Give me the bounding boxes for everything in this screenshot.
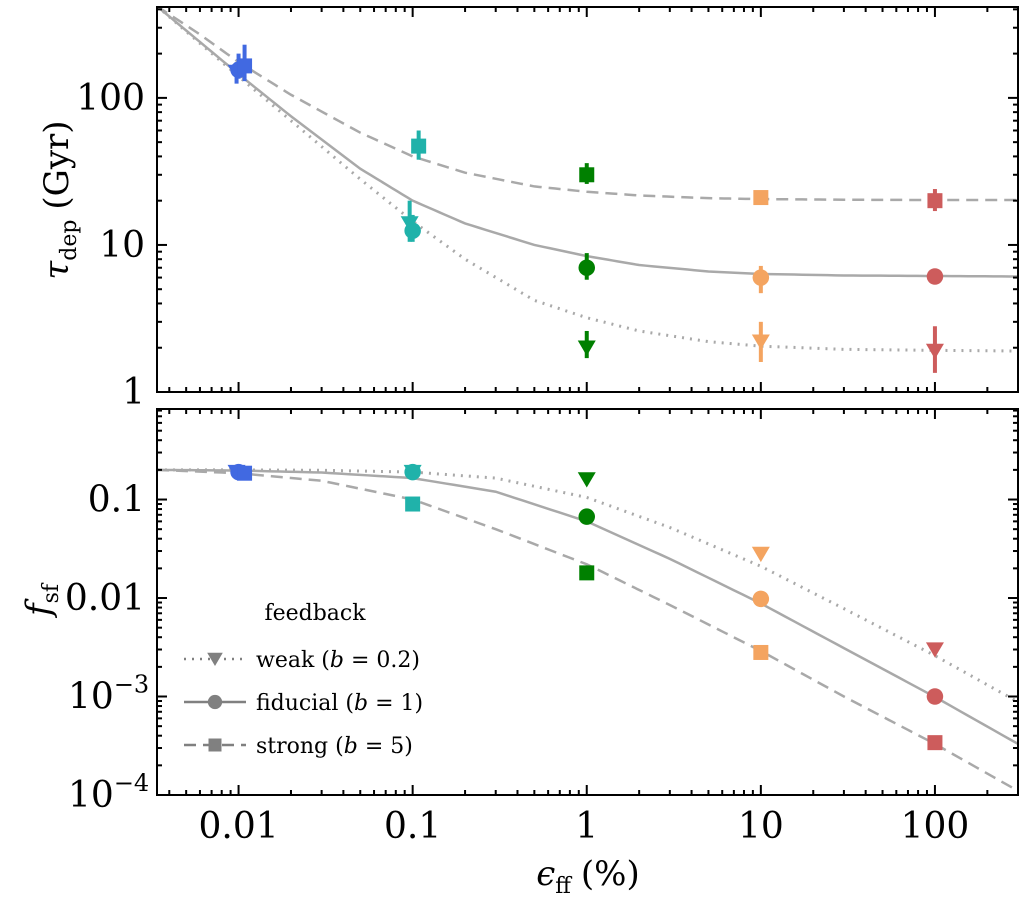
tick-exponent: −4 xyxy=(114,769,149,797)
legend-label: strong (b = 5) xyxy=(256,734,413,759)
data-point-circle xyxy=(579,508,596,525)
legend-label-var: b xyxy=(330,648,344,673)
x-tick-label: 0.1 xyxy=(384,806,441,847)
data-point-square xyxy=(579,167,594,182)
data-point-triangle-down xyxy=(752,547,770,562)
top-y-tick-labels: 1 10 100 xyxy=(76,78,145,413)
data-point-square xyxy=(411,139,426,154)
legend-label: fiducial (b = 1) xyxy=(256,691,423,716)
data-point-square xyxy=(237,58,252,73)
y-tick-label: 1 xyxy=(122,372,145,413)
y-tick-label: 10 xyxy=(99,225,145,266)
x-axis-label: ϵff(%) xyxy=(536,854,640,899)
legend-label-text: weak ( xyxy=(256,648,330,673)
bottom-panel: 0.10.0110−310−4 0.010.1110100 fsf ϵff(%)… xyxy=(19,409,1018,899)
y-tick-label: 10−4 xyxy=(68,769,149,816)
legend-label-text: strong ( xyxy=(256,734,344,759)
top-data-points xyxy=(228,45,944,373)
tick-base: 10 xyxy=(68,677,114,718)
data-point-triangle-down xyxy=(926,344,944,359)
data-point-circle xyxy=(927,688,944,705)
y-tick-label: 100 xyxy=(76,78,145,119)
tick-base: 10 xyxy=(68,775,114,816)
data-point-circle xyxy=(579,259,596,276)
data-point-circle xyxy=(404,464,421,481)
legend-label-rest: = 5) xyxy=(358,734,413,759)
y-tick-label: 0.01 xyxy=(65,578,145,619)
data-point-square xyxy=(927,735,942,750)
top-y-axis-label: τdep(Gyr) xyxy=(37,120,82,279)
figure: 110100 τdep(Gyr) 0.10.0110−310−4 0.010.1… xyxy=(0,0,1024,902)
bottom-y-axis-label: fsf xyxy=(19,582,64,619)
x-tick-label: 0.01 xyxy=(198,806,278,847)
tick-exponent: −3 xyxy=(114,671,149,699)
data-point-triangle-down xyxy=(578,341,596,356)
top-panel: 1 10 100 τdep(Gyr) xyxy=(37,6,1018,413)
data-point-square xyxy=(927,193,942,208)
data-point-circle xyxy=(753,591,770,608)
data-point-circle xyxy=(927,268,944,285)
data-point-square xyxy=(579,565,594,580)
legend-label: weak (b = 0.2) xyxy=(256,648,420,673)
x-tick-label: 1 xyxy=(575,806,598,847)
legend-label-var: b xyxy=(344,734,358,759)
legend-label-rest: = 1) xyxy=(368,691,423,716)
data-point-square xyxy=(753,645,768,660)
legend-title: feedback xyxy=(264,601,366,626)
data-point-square xyxy=(237,466,252,481)
data-point-square xyxy=(753,190,768,205)
y-tick-label: 0.1 xyxy=(88,480,145,521)
legend-label-var: b xyxy=(354,691,368,716)
legend-label-text: fiducial ( xyxy=(256,691,354,716)
data-point-triangle-down xyxy=(578,472,596,487)
curve-solid xyxy=(157,6,1018,276)
legend-label-rest: = 0.2) xyxy=(344,648,420,673)
legend-marker-circle xyxy=(208,695,222,709)
x-tick-label: 100 xyxy=(901,806,970,847)
y-tick-label: 10−3 xyxy=(68,671,149,718)
x-tick-label: 10 xyxy=(738,806,784,847)
data-point-triangle-down xyxy=(752,334,770,349)
data-point-circle xyxy=(404,222,421,239)
x-tick-labels: 0.01 0.1 1 10 100 xyxy=(198,806,969,847)
legend: feedback weak (b = 0.2)fiducial (b = 1)s… xyxy=(184,601,423,759)
data-point-circle xyxy=(753,269,770,286)
legend-marker-square xyxy=(209,739,222,752)
data-point-square xyxy=(405,497,420,512)
data-point-triangle-down xyxy=(926,642,944,657)
bottom-y-tick-labels: 0.10.0110−310−4 xyxy=(65,480,149,816)
